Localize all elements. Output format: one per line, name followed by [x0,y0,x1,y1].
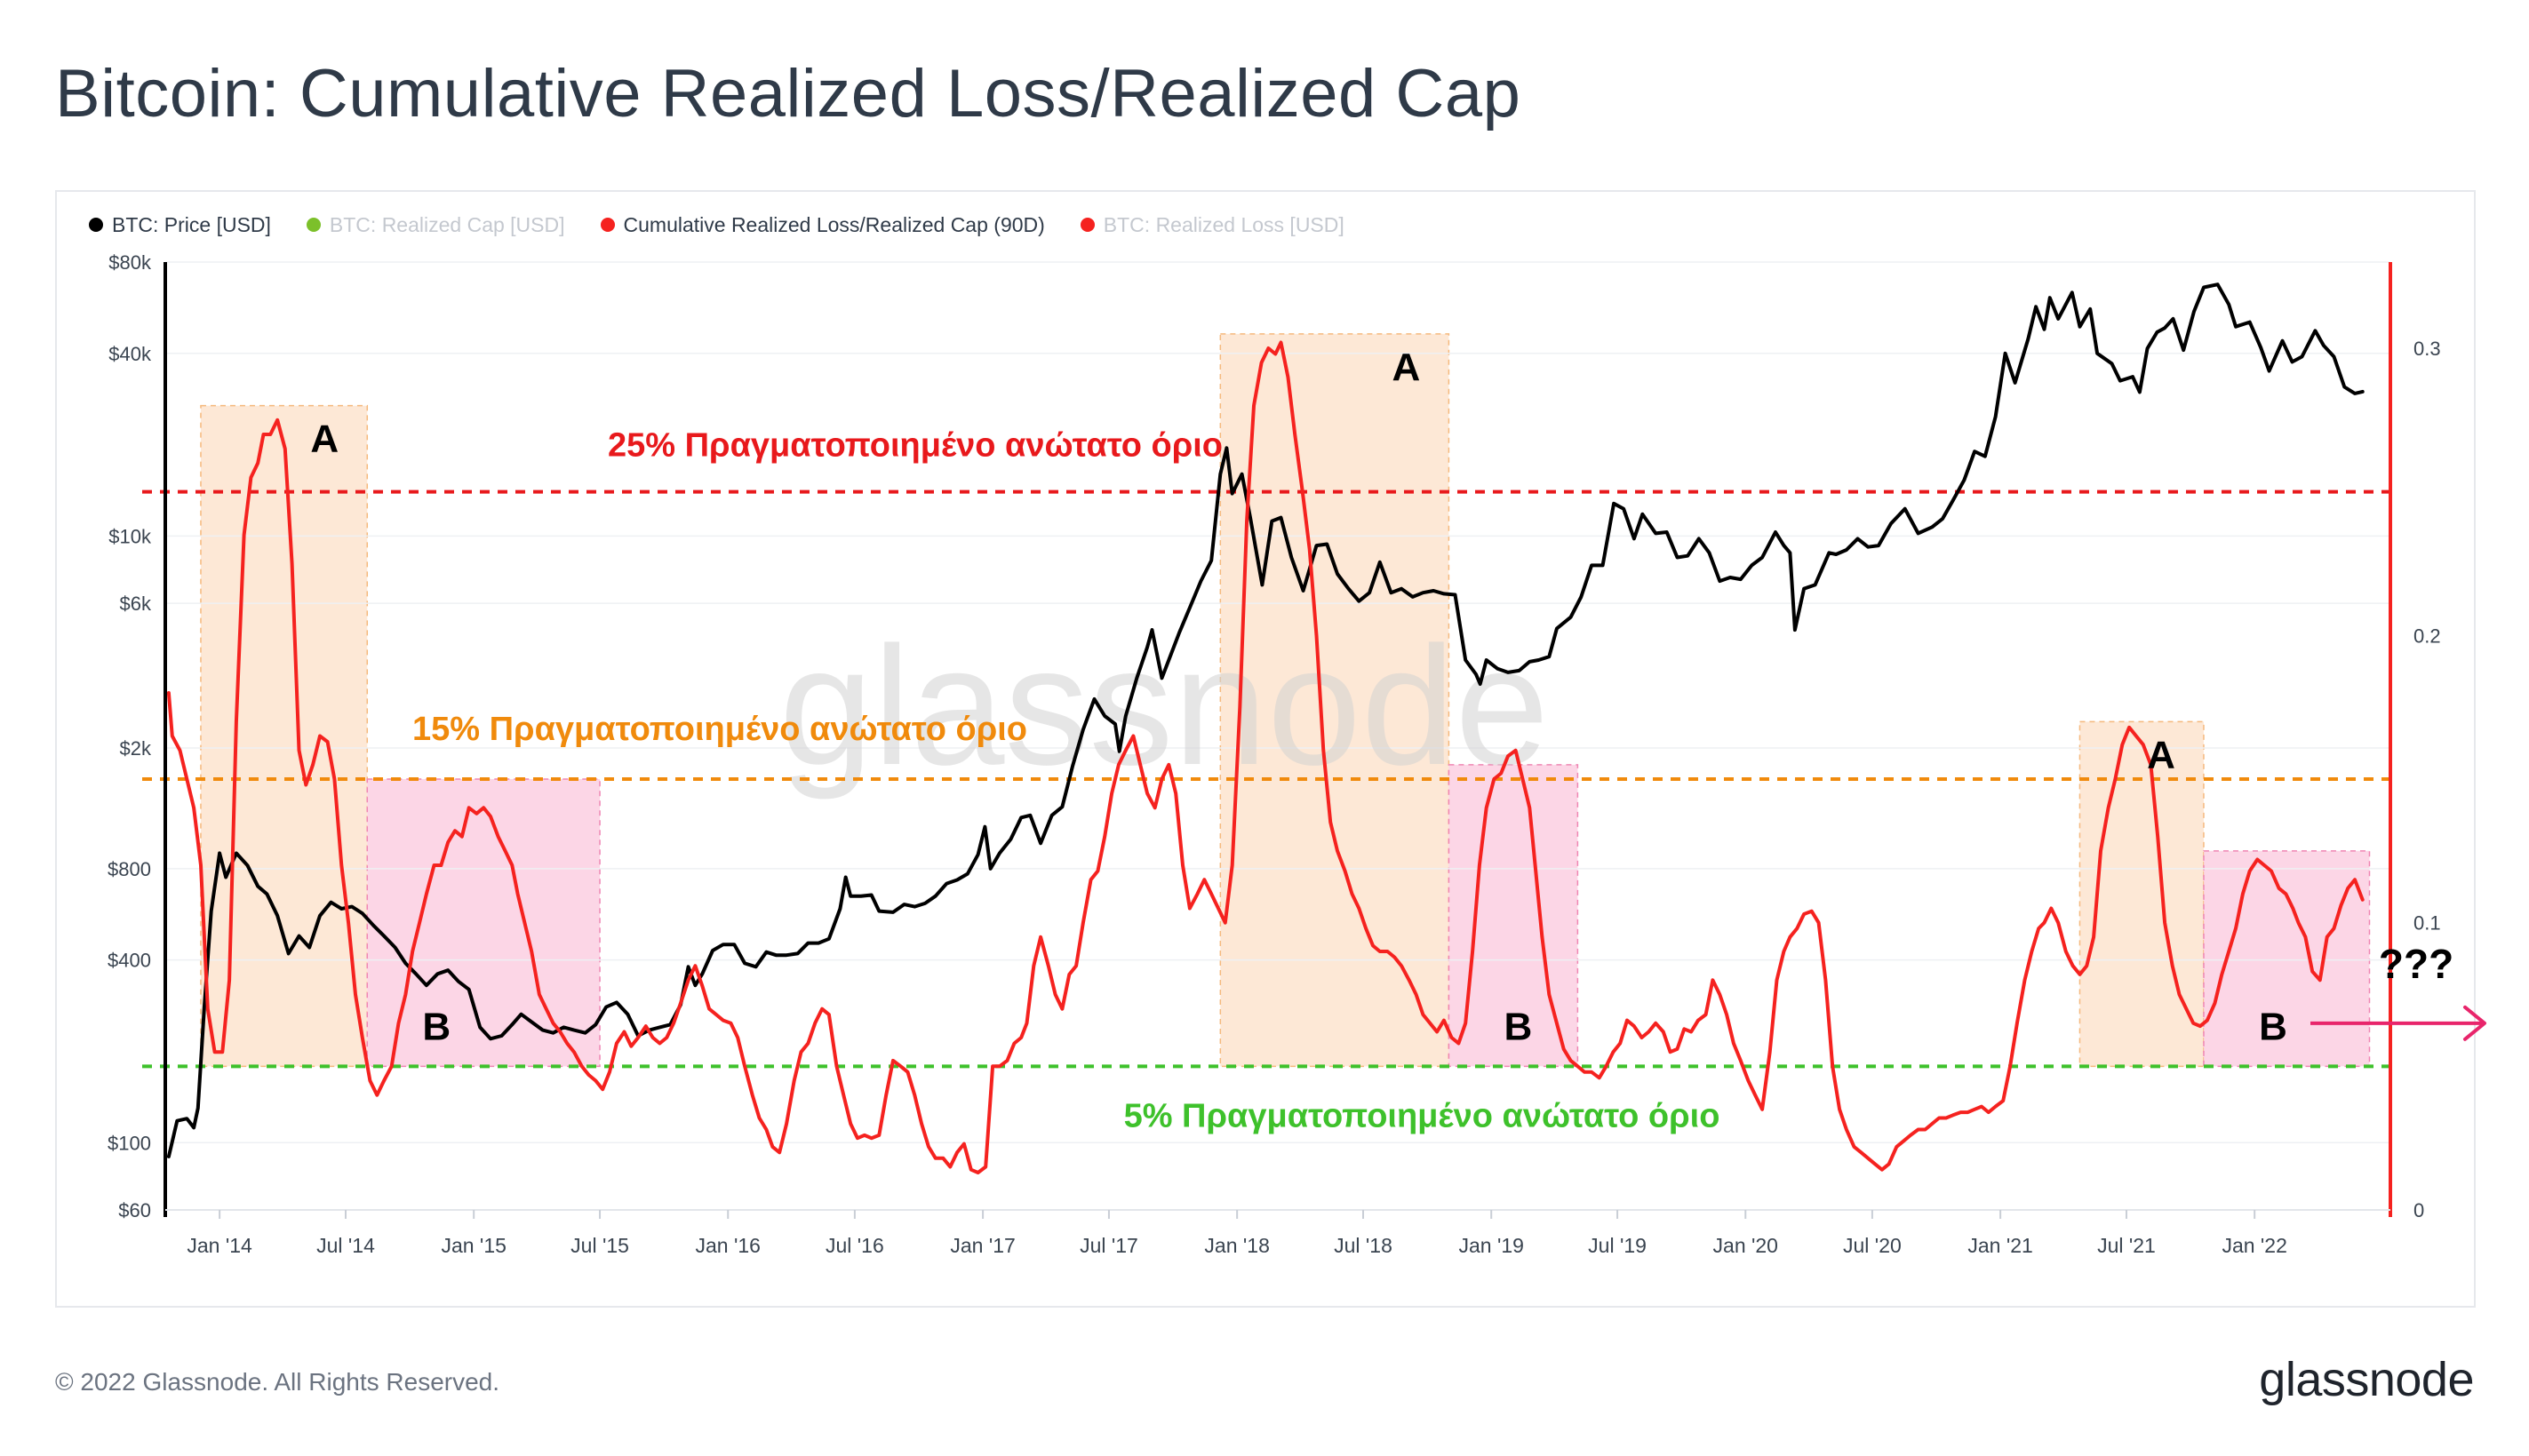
region-b-5 [2203,850,2371,1068]
x-tick-label-9: Jul '18 [1334,1234,1392,1257]
legend-dot-realized-cap [306,218,321,232]
x-tick-label-14: Jan '21 [1967,1234,2032,1257]
x-tick-label-5: Jul '16 [826,1234,884,1257]
annotation-arrow-icon [2463,1005,2486,1041]
y-right-tick-label-3: 0 [2413,1199,2424,1221]
y-right-tick-label-1: 0.2 [2413,625,2441,647]
x-tick-label-1: Jul '14 [316,1234,375,1257]
y-right-tick-label-2: 0.1 [2413,912,2441,935]
region-label-b-3: B [1504,1005,1533,1048]
region-label-b-5: B [2259,1005,2287,1048]
chart-legend: BTC: Price [USD] BTC: Realized Cap [USD]… [89,210,1344,240]
highlight-regions [200,333,2371,1068]
watermark: glassnode [779,612,1549,800]
x-tick-label-7: Jul '17 [1080,1234,1138,1257]
legend-dot-realized-loss [1080,218,1095,232]
threshold-label-2: 5% Πραγματοποιημένο ανώτατο όριο [1124,1097,1720,1134]
series-lines [166,282,2365,1174]
threshold-lines [142,489,2390,1069]
x-tick-label-10: Jan '19 [1458,1234,1523,1257]
legend-label-realized-loss: BTC: Realized Loss [USD] [1103,212,1344,236]
x-tick-label-0: Jan '14 [187,1234,252,1257]
region-label-b-1: B [422,1005,451,1048]
region-a-0 [200,404,369,1068]
x-tick-label-8: Jan '18 [1204,1234,1269,1257]
x-tick-label-13: Jul '20 [1843,1234,1902,1257]
legend-label-realized-cap: BTC: Realized Cap [USD] [329,212,565,236]
x-tick-label-2: Jan '15 [441,1234,506,1257]
y-right-tick-label-0: 0.3 [2413,338,2441,360]
legend-label-cumulative-loss: Cumulative Realized Loss/Realized Cap (9… [623,212,1045,236]
x-tick-label-6: Jan '17 [950,1234,1015,1257]
series-line-cumulative-loss [166,340,2365,1174]
region-label-a-2: A [1392,346,1421,389]
region-label-a-4: A [2147,733,2175,776]
region-label-a-0: A [310,418,339,461]
legend-item-cumulative-loss[interactable]: Cumulative Realized Loss/Realized Cap (9… [600,212,1045,237]
y-left-tick-label-5: $800 [108,858,151,880]
y-left-tick-label-3: $6k [120,593,152,615]
y-left-tick-label-0: $80k [108,251,152,274]
series-line-btc-price [166,282,2365,1158]
threshold-label-0: 25% Πραγματοποιημένο ανώτατο όριο [608,427,1223,465]
legend-dot-cumulative-loss [600,218,615,232]
footer-logo[interactable]: glassnode [2259,1353,2474,1406]
y-left-tick-label-2: $10k [108,525,152,547]
page-title: Bitcoin: Cumulative Realized Loss/Realiz… [55,56,1521,131]
legend-item-btc-price[interactable]: BTC: Price [USD] [89,213,271,237]
y-left-tick-label-6: $400 [108,950,151,972]
y-left-tick-label-1: $40k [108,343,152,365]
x-tick-label-12: Jan '20 [1713,1234,1778,1257]
x-tick-label-16: Jan '22 [2222,1234,2286,1257]
y-left-tick-label-4: $2k [120,737,152,760]
legend-dot-btc-price [89,218,103,232]
legend-item-realized-loss[interactable]: BTC: Realized Loss [USD] [1080,212,1344,237]
y-left-tick-label-7: $100 [108,1132,151,1154]
y-left-tick-label-8: $60 [118,1199,151,1221]
threshold-label-1: 15% Πραγματοποιημένο ανώτατο όριο [412,711,1027,748]
region-a-2 [1219,333,1450,1068]
x-tick-label-3: Jul '15 [570,1234,629,1257]
legend-item-realized-cap[interactable]: BTC: Realized Cap [USD] [306,212,565,237]
x-tick-label-4: Jan '16 [696,1234,761,1257]
axes: $80k $40k $10k $6k $2k $800 $400 $100 $60 0.3 0.2 0… [108,251,2441,1257]
annotation-question-marks: ??? [2379,941,2453,987]
legend-label-btc-price: BTC: Price [USD] [112,212,271,236]
footer-copyright: © 2022 Glassnode. All Rights Reserved. [55,1368,500,1396]
annotation-labels: A B A B A B 25% Πραγματοποιημένο ανώτατο όριο 1… [310,346,2486,1134]
x-tick-label-11: Jul '19 [1588,1234,1647,1257]
region-b-1 [366,778,601,1068]
x-tick-label-15: Jul '21 [2097,1234,2156,1257]
